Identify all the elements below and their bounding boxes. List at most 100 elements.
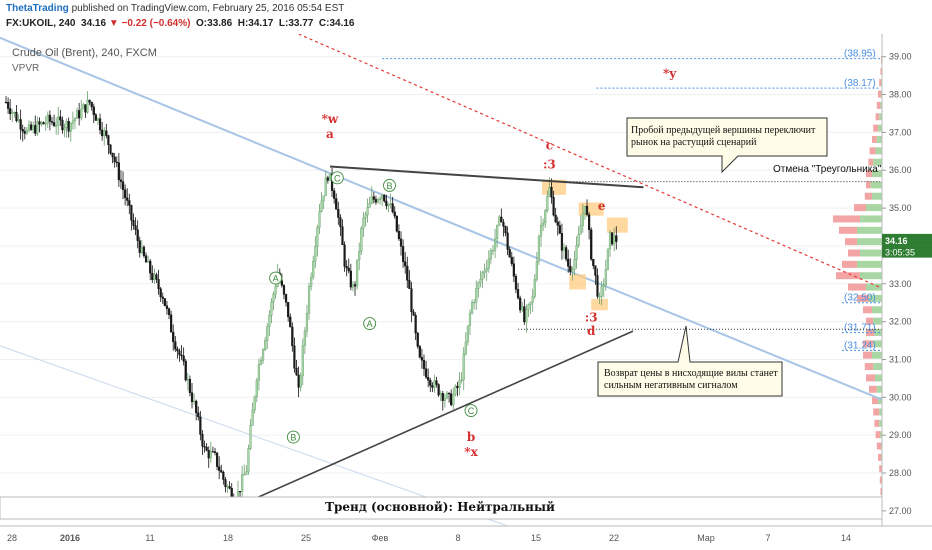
- candle-up: [247, 448, 250, 472]
- candle-down: [90, 102, 93, 108]
- candle-down: [295, 367, 298, 376]
- candle-up: [470, 302, 474, 314]
- candle-down: [222, 472, 225, 480]
- candle-down: [399, 238, 403, 247]
- candle-up: [493, 238, 497, 251]
- candle-down: [92, 106, 95, 115]
- candle-down: [6, 102, 10, 109]
- candle-down: [345, 266, 348, 269]
- candle-up: [27, 124, 31, 131]
- volume-bar-down: [869, 147, 876, 155]
- candle-down: [132, 220, 135, 226]
- candle-up: [356, 259, 359, 287]
- trend-panel: [0, 496, 883, 520]
- low-value: L:33.77: [278, 18, 314, 29]
- candle-up: [579, 225, 582, 235]
- ohlc-line: FX:UKOIL, 240 34.16 ▼ −0.22 (−0.64%) O:3…: [6, 18, 354, 29]
- candle-down: [441, 393, 444, 401]
- candle-down: [38, 121, 41, 125]
- candle-down: [52, 122, 56, 126]
- candle-down: [59, 116, 62, 121]
- candle-down: [512, 263, 515, 277]
- volume-bar-down: [848, 283, 866, 291]
- candle-up: [272, 293, 275, 303]
- candle-down: [284, 294, 288, 303]
- volume-bar-down: [875, 431, 881, 439]
- candle-down: [556, 221, 559, 226]
- wave-label: *w: [322, 112, 339, 126]
- candle-down: [159, 288, 162, 298]
- candle-down: [500, 216, 503, 223]
- candle-up: [496, 224, 499, 239]
- candle-down: [297, 374, 300, 388]
- header-bar: ThetaTrading published on TradingView.co…: [0, 0, 932, 34]
- grid: [0, 56, 882, 512]
- candle-up: [71, 120, 74, 124]
- price-chart[interactable]: (38.95) (38.17) (32.50) (31.71) (31.24) *wa c:…: [0, 34, 932, 550]
- candle-up: [82, 104, 85, 110]
- candle-down: [211, 451, 215, 453]
- candle-down: [134, 225, 137, 230]
- highlight-zone: [542, 179, 567, 195]
- candle-down: [287, 302, 290, 318]
- candle-up: [140, 246, 143, 253]
- candle-up: [270, 301, 273, 316]
- candle-down: [213, 451, 217, 453]
- volume-bar-up: [872, 351, 884, 359]
- price-tick-label: 27.00: [889, 506, 912, 516]
- candle-down: [197, 412, 200, 418]
- volume-bar-up: [860, 249, 884, 257]
- candle-down: [558, 225, 561, 234]
- wave-circle: [383, 178, 396, 192]
- volume-bar-down: [872, 135, 877, 143]
- callout-top-box: [626, 117, 828, 174]
- volume-bar-down: [880, 487, 883, 495]
- candle-up: [153, 274, 156, 280]
- triangle-lower-line: [235, 330, 634, 508]
- candle-down: [174, 341, 177, 350]
- author-name[interactable]: ThetaTrading: [6, 3, 69, 14]
- publish-line: ThetaTrading published on TradingView.co…: [6, 3, 344, 14]
- volume-bar-down: [874, 419, 880, 427]
- symbol-label[interactable]: FX:UKOIL, 240: [6, 18, 76, 29]
- volume-bar-down: [879, 465, 882, 473]
- cancel-triangle-label: Отмена "Треугольника": [773, 164, 882, 175]
- candle-up: [489, 250, 492, 260]
- volume-bar-down: [876, 101, 881, 109]
- candle-down: [435, 380, 438, 385]
- volume-bar-up: [876, 135, 884, 143]
- candle-up: [226, 486, 229, 488]
- candle-down: [397, 231, 401, 240]
- candle-down: [552, 197, 555, 216]
- volume-bar-up: [876, 385, 884, 393]
- candle-up: [147, 260, 150, 263]
- volume-bar-down: [875, 113, 880, 121]
- volume-bar-down: [876, 442, 881, 450]
- candle-up: [483, 270, 486, 273]
- candle-down: [121, 181, 125, 190]
- volume-bar-up: [866, 283, 884, 291]
- candle-up: [245, 471, 248, 475]
- volume-bar-down: [866, 317, 874, 325]
- candle-down: [414, 315, 417, 334]
- candle-up: [460, 379, 463, 381]
- candle-down: [585, 205, 589, 215]
- candle-down: [172, 331, 175, 342]
- time-tick-label: 22: [609, 533, 619, 543]
- candle-down: [94, 114, 97, 121]
- time-tick-label: 8: [455, 533, 460, 543]
- candle-up: [479, 278, 482, 283]
- wave-circle-label: B: [387, 181, 393, 191]
- candle-down: [418, 346, 421, 358]
- candle-down: [184, 360, 187, 381]
- candle-down: [178, 350, 181, 356]
- fib-level-label: (38.95): [844, 49, 876, 60]
- price-tick-label: 39.00: [889, 52, 912, 62]
- candle-up: [11, 112, 14, 114]
- price-tick-label: 35.00: [889, 203, 912, 213]
- volume-bar-up: [860, 272, 884, 280]
- volume-bar-down: [864, 363, 874, 371]
- candle-up: [324, 177, 327, 197]
- volume-bar-down: [879, 476, 883, 484]
- candle-down: [78, 110, 81, 119]
